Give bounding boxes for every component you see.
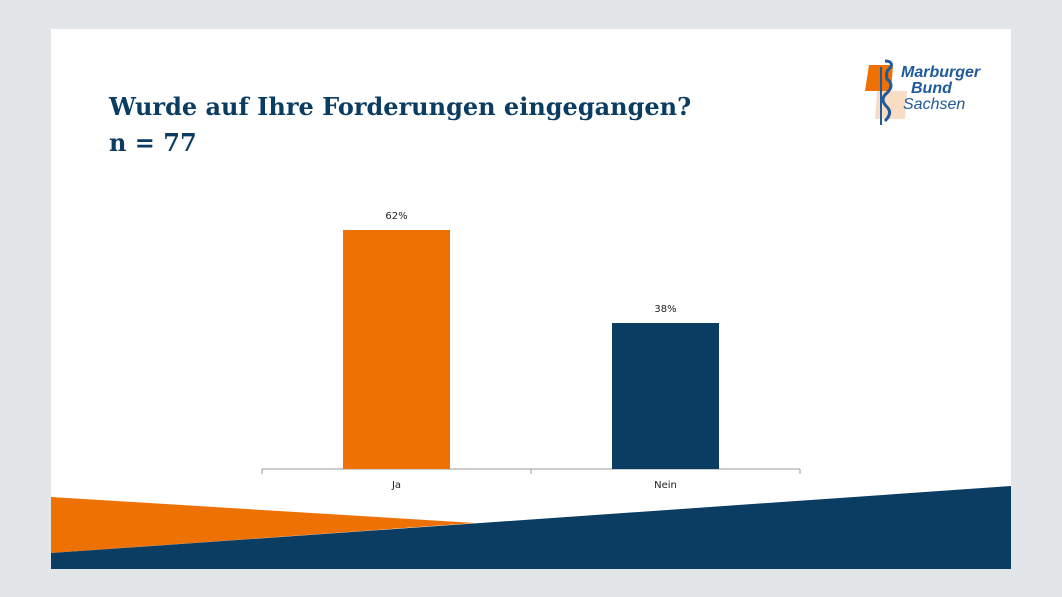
logo-text-line1: Marburger [901, 64, 981, 81]
slide-title: Wurde auf Ihre Forderungen eingegangen? … [109, 89, 691, 161]
marburger-bund-logo: Marburger Bund Sachsen [863, 59, 1003, 129]
data-label: 38% [654, 303, 677, 315]
x-tick-label: Nein [654, 480, 677, 491]
title-sample-size: n = 77 [109, 128, 197, 157]
x-tick-label: Ja [391, 480, 402, 491]
logo-text-line3: Sachsen [903, 96, 966, 113]
orange-wedge [51, 497, 475, 553]
chart-axes [261, 468, 801, 474]
title-question: Wurde auf Ihre Forderungen eingegangen? [109, 92, 692, 121]
decorative-footer-shapes [51, 486, 1011, 569]
slide: Wurde auf Ihre Forderungen eingegangen? … [51, 29, 1011, 569]
data-label: 62% [385, 211, 408, 223]
navy-wedge [51, 486, 1011, 569]
bar-ja [343, 230, 450, 469]
bar-nein [612, 322, 719, 469]
logo-graphic [865, 59, 907, 125]
bar-chart: 62% Ja 38% Nein [51, 29, 1011, 569]
logo-text-line2: Bund [911, 80, 952, 97]
